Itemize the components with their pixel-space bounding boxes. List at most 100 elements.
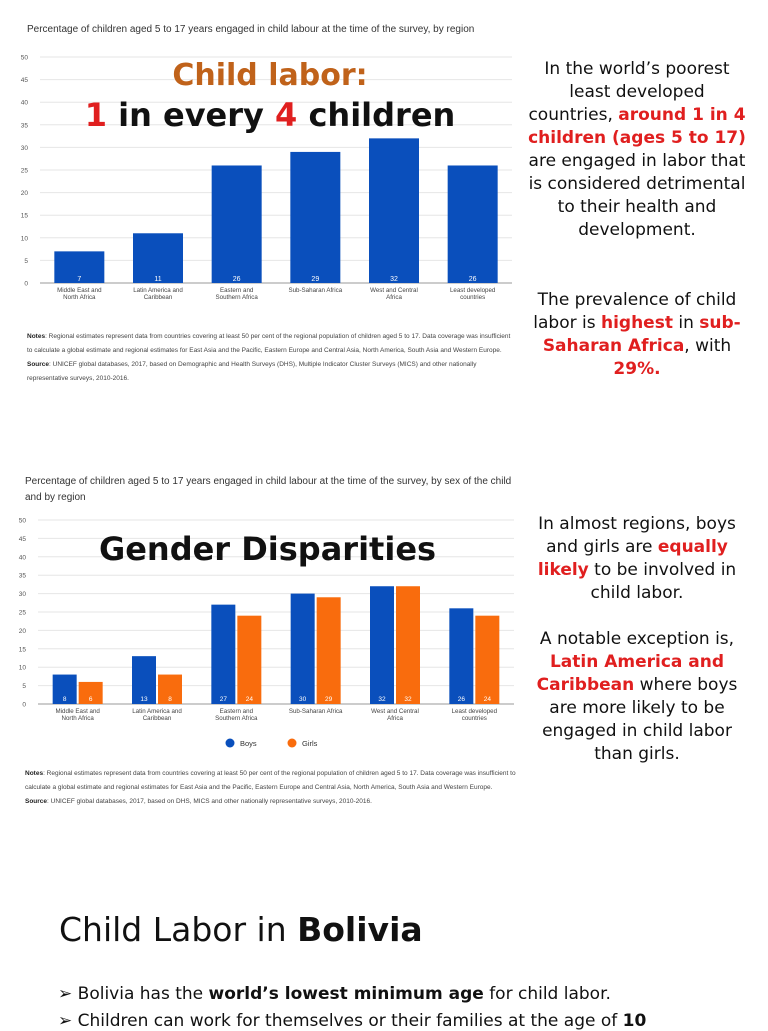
y-tick-label: 30 — [21, 145, 29, 152]
bolivia-title-a: Child Labor in — [59, 910, 298, 949]
bar-boys — [290, 593, 315, 704]
x-tick-label: Least developed countries — [452, 708, 498, 722]
bar — [211, 165, 262, 283]
side2-f: where boys are more likely to be engaged… — [542, 675, 738, 764]
x-tick-label-line: Middle East and — [57, 287, 102, 294]
y-tick-label: 20 — [19, 628, 27, 635]
y-tick-label: 40 — [21, 100, 29, 107]
slide2-side-text: In almost regions, boys and girls are eq… — [526, 513, 748, 605]
slide1-side-text-2: The prevalence of child labor is highest… — [526, 289, 748, 381]
side2-d: A notable exception is, — [539, 629, 735, 649]
chart2-caption: Percentage of children aged 5 to 17 year… — [25, 476, 512, 503]
x-tick-label-line: Southern Africa — [216, 294, 259, 301]
slide1-side-text: In the world’s poorest least developed c… — [526, 58, 748, 242]
bar — [54, 251, 105, 283]
bolivia-title: Child Labor in Bolivia — [59, 910, 423, 949]
y-tick-label: 15 — [19, 646, 27, 653]
chart1-region-bars: 0 5 10 15 20 25 30 35 40 45 50 Middle East and North… — [21, 55, 512, 301]
y-tick-label: 40 — [19, 554, 27, 561]
chart2-gender-bars: 0 5 10 15 20 25 30 35 40 45 50 Middle East and North… — [19, 518, 514, 748]
x-tick-label-line: Sub-Saharan Africa — [289, 708, 343, 715]
x-tick-label-line: Eastern and — [220, 287, 254, 294]
y-tick-label: 50 — [21, 55, 29, 62]
side2-b: equally likely — [537, 537, 728, 580]
x-tick-label-line: Least developed — [450, 287, 496, 294]
bullet1-a: Bolivia has the — [77, 984, 209, 1004]
x-tick-label-line: West and Central — [371, 708, 419, 715]
x-tick-label: Eastern and Southern Africa — [216, 287, 259, 301]
bolivia-bullet-2: ➢ Children can work for themselves or th… — [58, 1011, 646, 1031]
bar — [133, 233, 183, 283]
side1-d: The prevalence of child labor is — [533, 290, 737, 333]
chart1-notes: Notes: Regional estimates represent data… — [27, 330, 517, 386]
x-tick-label: Latin America and Caribbean — [132, 708, 182, 722]
y-tick-label: 25 — [19, 610, 27, 617]
bar-girls — [316, 597, 341, 704]
bar-data-label: 27 — [220, 696, 228, 703]
x-tick-label-line: Africa — [387, 715, 403, 722]
y-tick-label: 0 — [22, 702, 26, 709]
x-tick-label: West and Central Africa — [370, 287, 418, 301]
headline-number-1: 1 — [84, 96, 107, 134]
bar-boys — [52, 674, 77, 704]
side2-a: In almost regions, boys and girls are — [538, 514, 736, 557]
x-tick-label: West and Central Africa — [371, 708, 419, 722]
x-tick-label-line: North Africa — [63, 294, 96, 301]
x-tick-label: Sub-Saharan Africa — [289, 708, 343, 715]
legend-swatch-boys — [225, 738, 235, 748]
chart1-caption: Percentage of children aged 5 to 17 year… — [27, 24, 475, 35]
bar-data-label: 29 — [311, 276, 319, 283]
notes2-text: : Regional estimates represent data from… — [25, 770, 516, 791]
bar-data-label: 26 — [458, 696, 466, 703]
bar-data-label: 26 — [469, 276, 477, 283]
x-tick-label-line: Latin America and — [133, 287, 183, 294]
notes-label: Notes — [27, 333, 46, 340]
y-tick-label: 45 — [19, 536, 27, 543]
bolivia-title-b: Bolivia — [297, 910, 423, 949]
bar-data-label: 13 — [140, 696, 148, 703]
x-tick-label: Middle East and North Africa — [55, 708, 100, 722]
x-tick-label-line: West and Central — [370, 287, 418, 294]
bar-data-label: 29 — [325, 696, 333, 703]
bar-boys — [449, 608, 474, 704]
bullet2-a: Children can work for themselves or thei… — [77, 1011, 623, 1031]
bar-data-label: 24 — [484, 696, 492, 703]
x-tick-label-line: Caribbean — [144, 294, 173, 301]
bar-data-label: 11 — [154, 276, 161, 283]
x-tick-label-line: Sub-Saharan Africa — [288, 287, 342, 294]
side1-e: highest — [600, 313, 673, 333]
bar-data-label: 8 — [168, 696, 172, 703]
bolivia-bullet-1: ➢ Bolivia has the world’s lowest minimum… — [58, 984, 611, 1004]
side1-h: , with — [684, 336, 732, 356]
bar-girls — [396, 586, 420, 704]
notes2-label: Notes — [25, 770, 44, 777]
chart2-notes: Notes: Regional estimates represent data… — [25, 767, 520, 809]
chart1-subheadline: 1 in every 4 children — [70, 96, 470, 134]
source2-text: : UNICEF global databases, 2017, based o… — [47, 798, 372, 805]
headline-mid: in every — [106, 96, 276, 134]
side1-b: around 1 in 4 children (ages 5 to 17) — [528, 105, 746, 148]
y-tick-label: 20 — [21, 190, 29, 197]
headline-end: children — [297, 96, 456, 134]
x-tick-label-line: North Africa — [62, 715, 95, 722]
y-tick-label: 25 — [21, 168, 29, 175]
x-tick-label-line: Least developed — [452, 708, 498, 715]
bar-data-label: 6 — [89, 696, 93, 703]
source-text: : UNICEF global databases, 2017, based o… — [27, 361, 477, 382]
bullet1-b: world’s lowest minimum age — [208, 984, 484, 1004]
chart1-headline: Child labor: — [172, 58, 368, 93]
y-tick-label: 45 — [21, 77, 29, 84]
bar-boys — [132, 656, 156, 704]
y-tick-label: 50 — [19, 518, 27, 525]
legend-label: Girls — [302, 739, 318, 748]
y-tick-label: 0 — [24, 281, 28, 288]
x-tick-label-line: countries — [462, 715, 487, 722]
y-tick-label: 15 — [21, 213, 29, 220]
y-tick-label: 5 — [24, 258, 28, 265]
bar — [447, 165, 498, 283]
x-tick-label-line: countries — [460, 294, 485, 301]
side1-f: in — [672, 313, 700, 333]
legend-label: Boys — [240, 739, 257, 748]
y-tick-label: 10 — [21, 235, 29, 242]
bar-data-label: 32 — [378, 696, 386, 703]
